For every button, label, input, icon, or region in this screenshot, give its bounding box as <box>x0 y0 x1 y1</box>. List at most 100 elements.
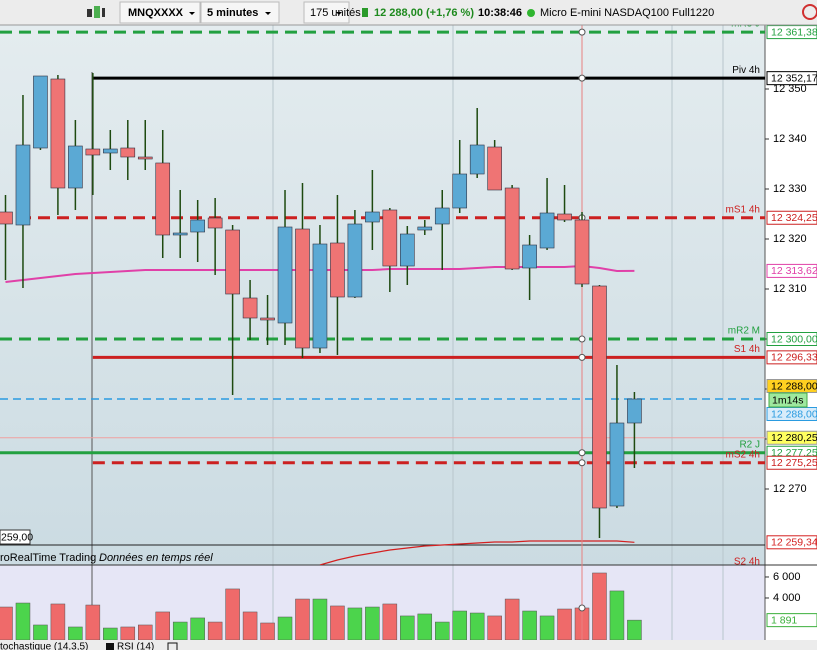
candle-body <box>120 147 136 158</box>
candle-body <box>312 243 328 349</box>
level-name: Piv 4h <box>732 65 760 76</box>
price: 12 288,00 (+1,76 %) <box>374 7 474 19</box>
candle-body <box>434 207 450 225</box>
price-tag-label: 12 296,33 <box>771 352 817 364</box>
volume-bar <box>504 598 520 640</box>
price-tag <box>766 613 817 628</box>
candle-body <box>609 422 625 507</box>
countdown-tag <box>768 392 808 408</box>
crosshair-dot <box>578 459 586 467</box>
symbol: MNQXXXX <box>128 7 184 19</box>
level-name: mS2 4h <box>726 449 760 460</box>
price-tag-label: 12 288,00 <box>771 408 817 420</box>
symbol-dropdown[interactable] <box>119 1 201 24</box>
price-tag-label: 12 280,25 <box>771 432 817 444</box>
crosshair-dot <box>578 28 586 36</box>
price-tag-label: 12 352,17 <box>771 72 817 84</box>
icon[interactable] <box>87 9 92 17</box>
price-tag <box>766 332 817 346</box>
level-name: mR2 M <box>728 326 760 337</box>
candle-body <box>504 187 520 270</box>
y-tick-label: 12 320 <box>773 233 807 245</box>
refresh-icon[interactable] <box>802 4 817 20</box>
volume-bar <box>68 626 83 640</box>
y-tick-label: 12 330 <box>773 183 807 195</box>
volume-bar <box>15 602 31 640</box>
period-dropdown[interactable] <box>200 1 280 24</box>
volume-bar <box>0 606 13 640</box>
price-tag-label: 12 324,25 <box>771 212 817 224</box>
icon <box>102 8 105 17</box>
volume-bar <box>469 612 485 640</box>
volume-bar <box>417 613 433 640</box>
candle-body <box>207 217 223 229</box>
price-tag <box>766 210 817 225</box>
volume-bar <box>85 604 101 640</box>
volume-bar <box>277 616 293 640</box>
candle-body <box>627 398 642 424</box>
volume-bar <box>522 610 537 640</box>
price-tag <box>766 430 817 445</box>
volume-bar <box>242 611 258 640</box>
volume-bar <box>487 615 502 640</box>
price-tag-label: 12 275,25 <box>771 457 817 469</box>
y-tick-label: 12 270 <box>773 483 807 495</box>
volume-bar <box>295 598 310 640</box>
price-tag-label: 1 891 <box>771 614 797 626</box>
candle-body <box>33 75 48 149</box>
volume-bar <box>382 603 398 640</box>
candle-body <box>487 146 502 191</box>
volume-bar <box>50 603 66 640</box>
y-tick-label: 12 340 <box>773 133 807 145</box>
candle-body <box>15 144 31 226</box>
volume-bar <box>435 621 450 640</box>
volume-bar <box>330 605 345 640</box>
dropdown-arrow <box>336 12 342 15</box>
price-tag <box>766 25 817 40</box>
volume-bar <box>452 610 467 640</box>
volume-bar <box>347 607 363 640</box>
price-tag <box>766 535 817 550</box>
time: 10:38:46 <box>478 7 522 19</box>
volume-bar <box>207 621 223 640</box>
price-tag-label: 12 313,62 <box>771 265 817 277</box>
price-tag-label: 12 288,00 <box>771 380 817 392</box>
candle-body <box>0 211 13 225</box>
cursor-label: 259,00 <box>1 531 33 543</box>
countdown: 1m14s <box>772 394 804 406</box>
candle-body <box>365 211 380 223</box>
volume-bar <box>33 624 48 640</box>
volume-layer <box>0 565 642 640</box>
volume-bar <box>557 608 572 640</box>
tab-icon[interactable] <box>167 642 178 650</box>
icon[interactable] <box>94 6 100 18</box>
y-tick-label: 12 350 <box>773 83 807 95</box>
tab[interactable]: tochastique (14,3,5) <box>0 642 88 650</box>
candle-body <box>330 242 345 298</box>
candle-body <box>242 297 258 319</box>
volume-bar <box>365 606 380 640</box>
price-tag <box>766 263 817 278</box>
candle-body <box>400 233 415 267</box>
volume-bar <box>225 588 240 640</box>
candle-body <box>295 228 310 349</box>
watermark-note: Données en temps réel <box>99 552 213 564</box>
volume-bar <box>400 615 415 640</box>
crosshair-dot <box>578 604 586 612</box>
candle-body <box>155 162 171 236</box>
dropdown-arrow <box>189 12 195 15</box>
tab[interactable]: RSI (14) <box>117 642 154 650</box>
volume-bar <box>120 626 136 640</box>
candle-body <box>592 285 607 509</box>
candle-body <box>382 209 398 267</box>
candle-body <box>347 223 363 298</box>
crosshair-dot <box>578 449 586 457</box>
level-name: mS1 4h <box>726 204 760 215</box>
units-dropdown[interactable] <box>303 1 350 24</box>
watermark: roRealTime Trading <box>0 552 96 564</box>
volume-bar <box>539 615 555 640</box>
price-tag-label: 12 300,00 <box>771 333 817 345</box>
candle-body <box>557 213 572 221</box>
candle-body <box>469 144 485 175</box>
